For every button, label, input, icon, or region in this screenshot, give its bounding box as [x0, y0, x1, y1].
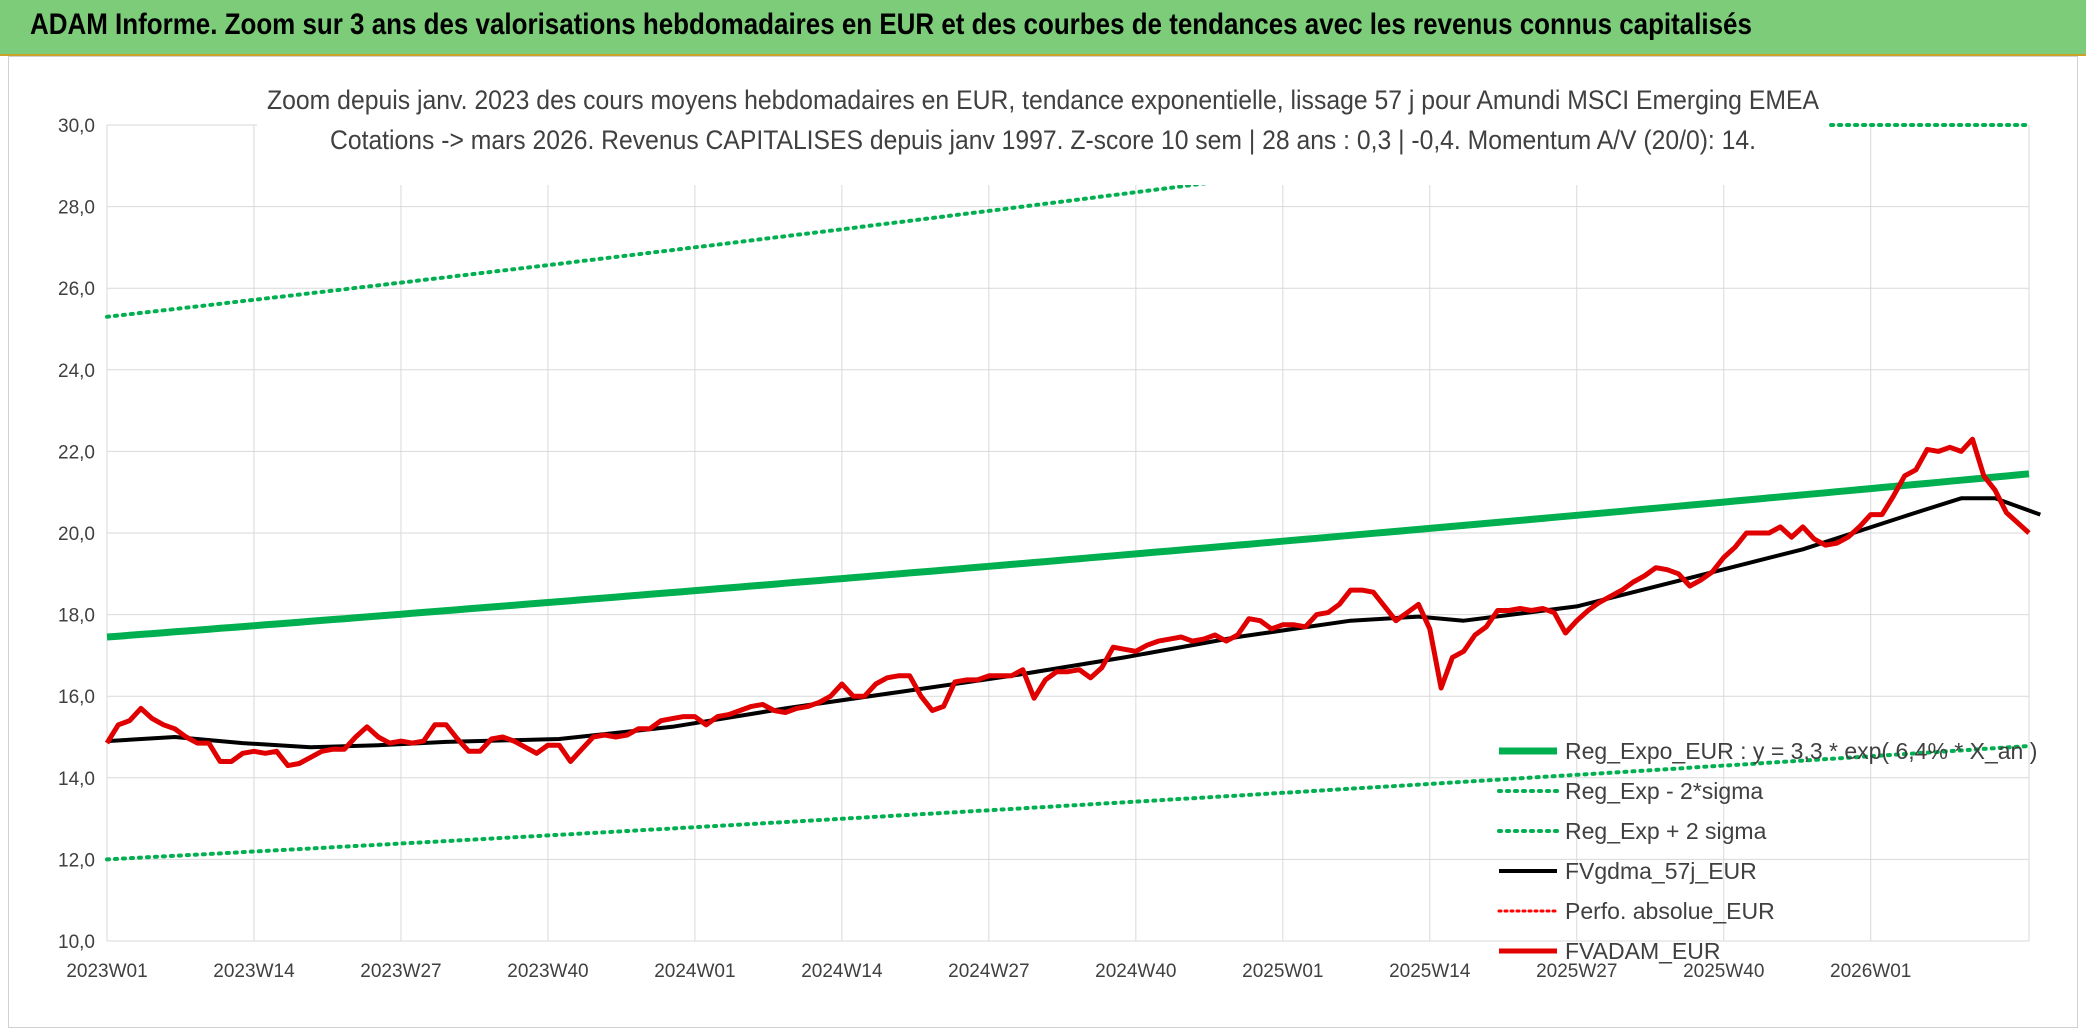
- legend-entry-minus-2sigma-label: Reg_Exp - 2*sigma: [1565, 778, 1763, 804]
- x-tick-label: 2024W40: [1095, 961, 1176, 982]
- title-background: [257, 75, 1829, 185]
- legend-entry-fvgdma-label: FVgdma_57j_EUR: [1565, 858, 1757, 884]
- valuation-chart: 10,0 12,0 14,0 16,0 18,0 20,0 22,0 24,0 26,0 28,0…: [58, 75, 2041, 982]
- y-tick-label: 16,0: [58, 687, 95, 708]
- series-reg-exp-minus-2sigma: [105, 744, 2031, 862]
- legend-entry-perfo-absolue-label: Perfo. absolue_EUR: [1565, 898, 1775, 924]
- x-tick-label: 2025W27: [1536, 961, 1617, 982]
- x-tick-label: 2025W01: [1242, 961, 1323, 982]
- legend-entry-plus-2sigma-label: Reg_Exp + 2 sigma: [1565, 818, 1767, 844]
- series-fvgdma-57j: [106, 496, 2041, 750]
- legend-entry-fvadam-label: FVADAM_EUR: [1565, 938, 1721, 964]
- x-tick-label: 2023W14: [213, 961, 295, 982]
- y-tick-label: 30,0: [58, 116, 95, 137]
- series-reg-expo: [106, 470, 2030, 641]
- x-tick-label: 2026W01: [1830, 961, 1911, 982]
- y-tick-label: 26,0: [58, 279, 95, 300]
- y-tick-label: 18,0: [58, 606, 95, 627]
- y-tick-label: 24,0: [58, 361, 95, 382]
- y-tick-label: 12,0: [58, 850, 95, 871]
- y-tick-label: 14,0: [58, 769, 95, 790]
- y-tick-label: 22,0: [58, 442, 95, 463]
- x-tick-label: 2025W40: [1683, 961, 1764, 982]
- chart-frame: 10,0 12,0 14,0 16,0 18,0 20,0 22,0 24,0 26,0 28,0…: [8, 56, 2078, 1028]
- y-tick-label: 28,0: [58, 198, 95, 219]
- legend-entry-reg-expo-label: Reg_Expo_EUR : y = 3,3 * exp( 6,4% * X_a…: [1565, 738, 2037, 764]
- legend: Reg_Expo_EUR : y = 3,3 * exp( 6,4% * X_a…: [1497, 738, 2037, 964]
- series-reg-exp-plus-2sigma: [105, 123, 2031, 319]
- x-axis-ticks: 2023W01 2023W14 2023W27 2023W40 2024W01 2024W…: [66, 961, 1911, 982]
- y-axis-ticks: 10,0 12,0 14,0 16,0 18,0 20,0 22,0 24,0 26,0 28,0…: [58, 116, 95, 953]
- y-tick-label: 10,0: [58, 932, 95, 953]
- y-tick-label: 20,0: [58, 524, 95, 545]
- series-fvadam: [104, 436, 2031, 769]
- x-tick-label: 2024W14: [801, 961, 883, 982]
- x-tick-label: 2024W01: [654, 961, 735, 982]
- x-tick-label: 2025W14: [1389, 961, 1471, 982]
- x-tick-label: 2024W27: [948, 961, 1029, 982]
- x-tick-label: 2023W01: [66, 961, 147, 982]
- chart-title-line-2: Cotations -> mars 2026. Revenus CAPITALI…: [330, 125, 1756, 155]
- series-layer: [104, 123, 2041, 862]
- x-tick-label: 2023W27: [360, 961, 441, 982]
- chart-title-line-1: Zoom depuis janv. 2023 des cours moyens …: [267, 85, 1819, 115]
- report-title: ADAM Informe. Zoom sur 3 ans des valoris…: [30, 8, 1752, 41]
- report-banner: ADAM Informe. Zoom sur 3 ans des valoris…: [0, 0, 2086, 56]
- x-tick-label: 2023W40: [507, 961, 588, 982]
